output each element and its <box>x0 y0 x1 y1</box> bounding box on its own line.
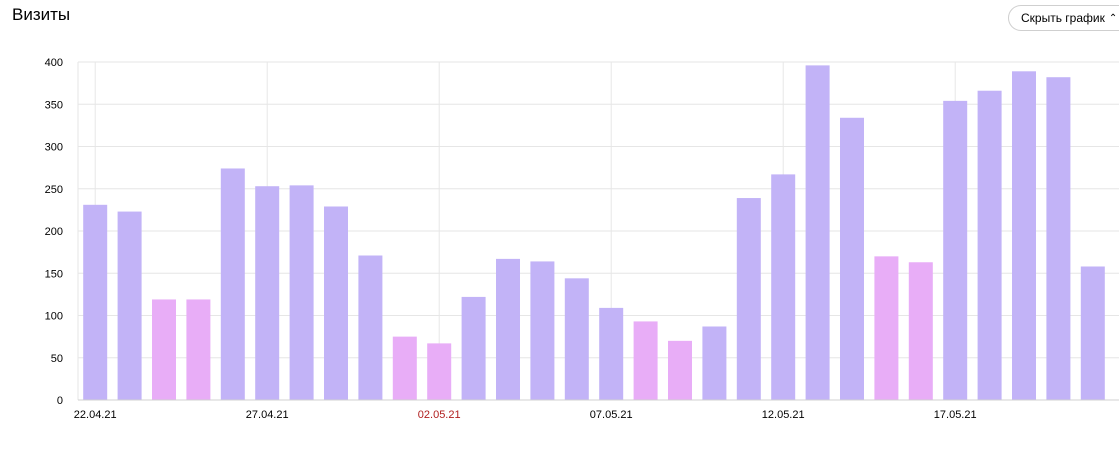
chart-bar <box>977 90 1002 400</box>
chart-bar <box>186 299 211 400</box>
y-tick-label: 400 <box>45 57 63 69</box>
chart-bar <box>668 340 692 400</box>
chart-bar <box>461 296 486 400</box>
chart-bar <box>805 65 830 400</box>
y-tick-label: 250 <box>45 184 63 196</box>
chart-bar <box>564 278 589 400</box>
chart-bar <box>152 299 176 400</box>
chart-bar <box>736 198 761 400</box>
chart-bar <box>599 307 624 400</box>
chart-bar <box>943 100 968 401</box>
chart-bar <box>1046 77 1071 401</box>
chart-bar <box>530 261 555 400</box>
chart-bar <box>633 321 658 400</box>
y-tick-label: 150 <box>45 268 63 280</box>
y-tick-label: 50 <box>51 353 63 365</box>
chart-bar <box>702 326 727 400</box>
chevron-up-icon: ⌃ <box>1108 12 1118 24</box>
y-tick-label: 350 <box>45 99 63 111</box>
x-tick-label: 02.05.21 <box>418 409 461 421</box>
chart-bar <box>427 343 452 400</box>
chart-bar <box>324 206 348 400</box>
chart-bar <box>496 258 520 400</box>
chart-bar <box>117 211 142 400</box>
chart-bar <box>874 256 899 400</box>
hide-chart-button[interactable]: Скрыть график ⌃ <box>1008 5 1119 31</box>
x-tick-label: 07.05.21 <box>590 409 633 421</box>
page-title: Визиты <box>12 5 71 24</box>
x-tick-label: 12.05.21 <box>762 409 805 421</box>
chart-bar <box>220 168 245 400</box>
chart-bar <box>840 117 864 401</box>
hide-chart-label: Скрыть график <box>1021 11 1105 25</box>
chart-bar <box>255 186 280 400</box>
y-tick-label: 200 <box>45 226 63 238</box>
chart-bar <box>908 262 933 400</box>
y-tick-label: 100 <box>45 311 63 323</box>
chart-bar <box>1012 71 1036 401</box>
x-tick-label: 17.05.21 <box>934 409 977 421</box>
chart-bar <box>289 185 314 400</box>
chart-bar <box>771 174 796 400</box>
y-tick-label: 300 <box>45 142 63 154</box>
y-tick-label: 0 <box>57 395 63 407</box>
chart-bar <box>358 255 383 400</box>
chart-bar <box>1080 266 1105 400</box>
x-tick-label: 22.04.21 <box>74 409 117 421</box>
chart-bar <box>392 336 417 400</box>
x-tick-label: 27.04.21 <box>246 409 289 421</box>
chart-bar <box>83 204 108 400</box>
